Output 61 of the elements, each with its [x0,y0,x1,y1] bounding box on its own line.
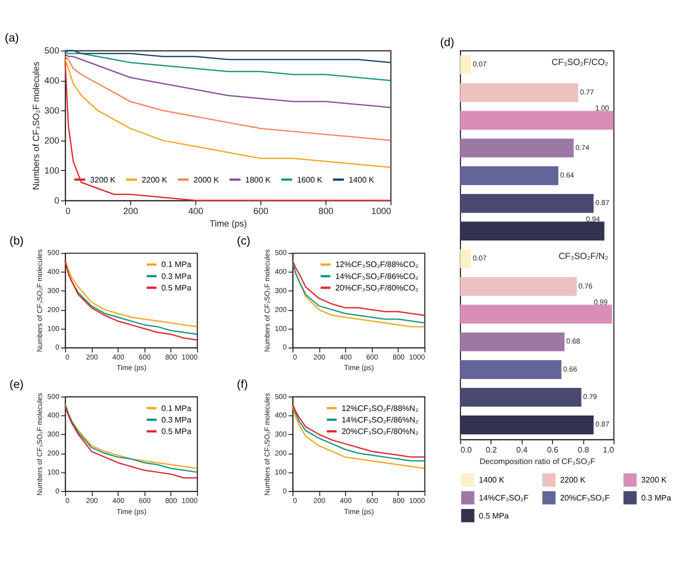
line-series [64,52,392,108]
x-tick-label: 0.4 [516,445,528,454]
line-series [292,260,426,316]
legend-label: 2200 K [142,175,168,184]
legend-label: 12%CF₃SO₂F/88%N₂ [342,404,418,413]
y-tick-label: 400 [44,76,60,86]
legend-label: 1400 K [348,175,375,184]
x-tick-label: 200 [123,206,138,216]
line-series [64,58,392,168]
line-series [64,56,392,142]
legend-label: 2200 K [560,476,586,485]
x-tick-label: 400 [188,206,204,216]
legend-label: 1800 K [245,175,272,184]
x-tick-label: 1000 [371,206,392,216]
y-tick-label: 100 [44,166,60,176]
line-series [64,50,392,82]
x-tick-label: 0 [66,206,71,216]
x-axis-title: Time (ps) [210,218,247,229]
x-tick-label: 1.0 [602,445,615,454]
x-axis-title: Decomposition ratio of CF₃SO₂F [480,456,596,466]
x-tick-label: 0.6 [547,445,559,454]
y-tick-label: 500 [44,46,60,56]
legend-label: 3200 K [90,175,116,184]
legend-label: 0.5 MPa [478,511,510,520]
legend-label: 20%CF₃SO₂F/80%N₂ [342,427,418,436]
y-tick-label: 0 [54,195,60,206]
y-tick-label: 300 [44,106,60,116]
legend-label: 1600 K [296,175,324,184]
x-tick-label: 600 [253,206,268,216]
legend-label: 0.1 MPa [161,404,192,413]
annotation: CF₃SO₂F/CO₂ [552,56,609,67]
x-tick-label: 0.0 [460,445,472,454]
legend-label: 14%CF₃SO₂F/86%CO₂ [335,272,418,281]
annotation: CF₃SO₂F/N₂ [558,251,609,262]
legend-label: 3200 K [641,476,668,485]
chart-title: (a) [4,32,20,45]
chart-title: (b) [10,235,24,248]
x-tick-label: 0.2 [486,445,498,454]
legend-label: 12%CF₃SO₂F/88%CO₂ [335,260,418,270]
legend-label: 14%CF₃SO₂F [478,493,529,502]
legend-label: 20%CF₃SO₂F [560,493,610,502]
chart-title: (c) [236,235,251,248]
legend-label: 20%CF₃SO₂F/80%CO₂ [335,283,418,292]
chart-title: (d) [440,37,454,50]
legend-label: 1400 K [478,476,505,485]
legend-label: 0.3 MPa [161,415,192,424]
legend-label: 0.5 MPa [161,427,192,436]
chart-title: (f) [236,378,248,391]
legend-label: 0.5 MPa [161,283,192,292]
chart-title: (e) [10,378,24,391]
legend-label: 0.3 MPa [641,493,672,502]
line-series [64,50,392,64]
x-tick-label: 0.8 [578,445,590,454]
y-axis-title: Numbers of CF₃SO₂F molecules [31,61,42,190]
y-tick-label: 200 [44,136,60,146]
line-series [292,405,426,470]
legend-label: 2000 K [194,175,220,184]
legend-label: 14%CF₃SO₂F/86%N₂ [342,415,418,424]
legend-label: 0.1 MPa [161,260,192,270]
legend-label: 0.3 MPa [161,272,192,281]
x-tick-label: 800 [318,206,334,216]
